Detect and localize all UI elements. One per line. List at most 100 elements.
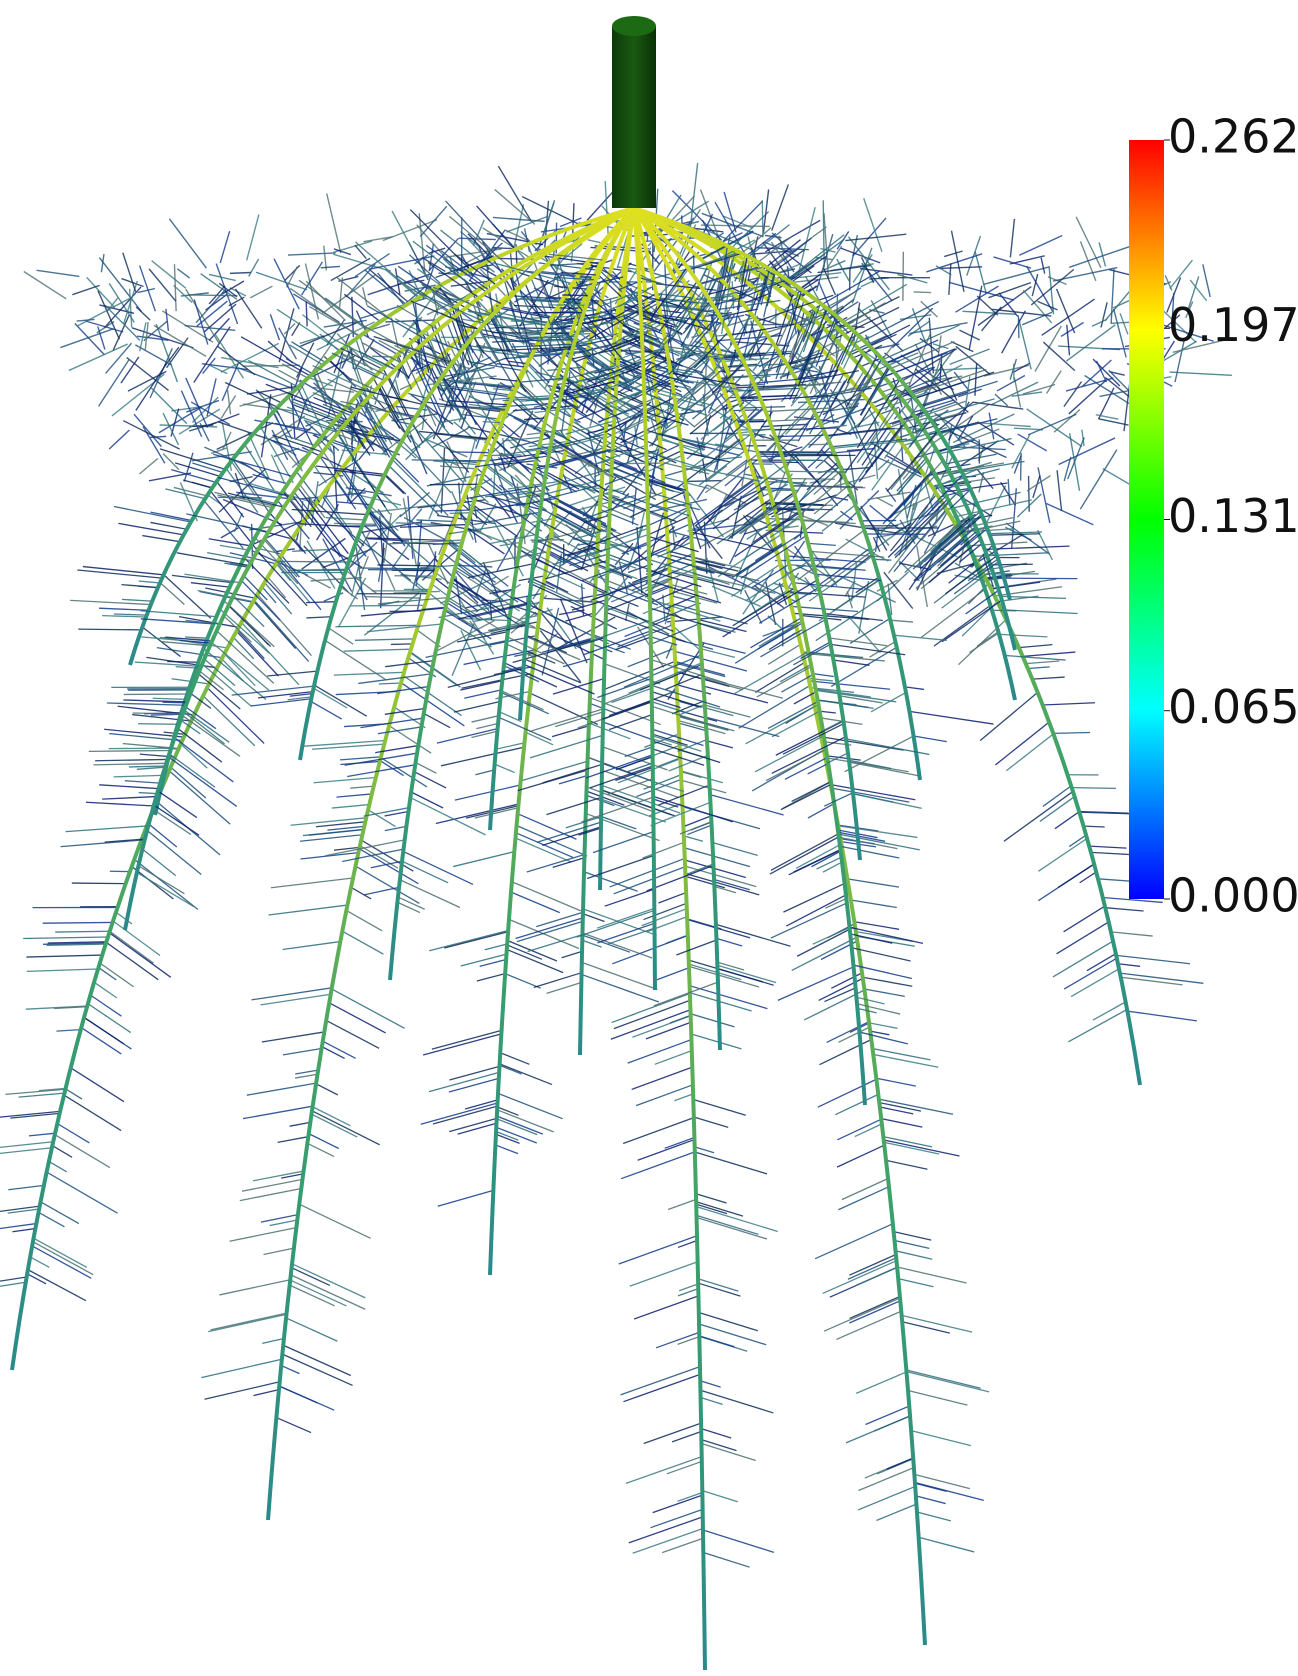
- lateral-root: [102, 797, 156, 800]
- lateral-root: [1061, 322, 1084, 336]
- lateral-root: [914, 1474, 969, 1488]
- lateral-root: [102, 616, 146, 617]
- lateral-root: [37, 270, 80, 276]
- lateral-root: [347, 765, 415, 777]
- lateral-root: [406, 433, 420, 448]
- lateral-root: [292, 549, 331, 551]
- lateral-root: [207, 639, 269, 690]
- lateral-root: [601, 817, 636, 829]
- lateral-root: [153, 809, 191, 834]
- lateral-root: [379, 683, 401, 684]
- lateral-root: [27, 969, 98, 971]
- lateral-root: [247, 215, 259, 261]
- lateral-root: [587, 855, 654, 878]
- lateral-root: [175, 738, 234, 782]
- lateral-root: [537, 822, 601, 842]
- lateral-root: [253, 1171, 303, 1181]
- lateral-root: [207, 688, 264, 744]
- lateral-root: [954, 372, 969, 391]
- lateral-root: [751, 376, 770, 378]
- lateral-root: [1040, 797, 1075, 822]
- lateral-root: [313, 1107, 351, 1126]
- lateral-root: [438, 1190, 494, 1206]
- lateral-root: [994, 257, 1031, 268]
- lateral-root: [84, 1017, 124, 1044]
- lateral-root: [582, 935, 630, 952]
- lateral-root: [19, 1093, 65, 1097]
- lateral-root: [1057, 470, 1062, 511]
- lateral-root: [1005, 655, 1066, 660]
- lateral-root: [208, 1314, 286, 1331]
- lateral-root: [905, 687, 924, 690]
- lateral-root: [334, 672, 404, 675]
- lateral-root: [623, 1374, 700, 1401]
- lateral-root: [597, 923, 654, 943]
- lateral-root: [344, 649, 411, 651]
- lateral-root: [906, 1370, 980, 1388]
- lateral-root: [429, 1072, 499, 1091]
- lateral-root: [300, 336, 324, 344]
- lateral-root: [122, 599, 152, 601]
- lateral-root: [1054, 410, 1080, 433]
- lateral-root: [995, 394, 1008, 406]
- lateral-root: [188, 295, 237, 296]
- lateral-root: [1099, 242, 1105, 266]
- lateral-root: [270, 1220, 298, 1226]
- lateral-root: [290, 1280, 346, 1306]
- lateral-root: [768, 616, 783, 630]
- lateral-root: [95, 759, 167, 760]
- lateral-root: [134, 859, 198, 909]
- lateral-root: [919, 1537, 975, 1552]
- lateral-root: [77, 319, 95, 321]
- lateral-root: [274, 259, 299, 309]
- lateral-root: [579, 828, 601, 835]
- lateral-root: [906, 1372, 989, 1392]
- lateral-root: [461, 954, 507, 966]
- lateral-root: [1035, 326, 1061, 372]
- lateral-root: [1071, 969, 1119, 997]
- lateral-root: [150, 512, 191, 520]
- lateral-root: [402, 861, 448, 883]
- lateral-root: [584, 872, 638, 892]
- lateral-root: [290, 1122, 311, 1126]
- lateral-root: [497, 1110, 553, 1132]
- lateral-root: [329, 1003, 385, 1033]
- lateral-root: [894, 1232, 932, 1241]
- lateral-root: [616, 637, 651, 649]
- lateral-root: [464, 690, 501, 698]
- lateral-root: [125, 781, 164, 784]
- lateral-root: [829, 638, 887, 646]
- lateral-root: [185, 637, 207, 638]
- lateral-root: [610, 498, 666, 519]
- lateral-root: [1014, 377, 1020, 407]
- lateral-root: [361, 608, 445, 616]
- lateral-root: [0, 1282, 26, 1287]
- lateral-root: [836, 1311, 901, 1339]
- lateral-root: [523, 528, 562, 549]
- lateral-root: [684, 836, 703, 841]
- lateral-root: [306, 617, 331, 618]
- lateral-root: [717, 505, 774, 543]
- lateral-root: [511, 892, 560, 913]
- lateral-root: [837, 1119, 881, 1140]
- lateral-root: [562, 951, 582, 957]
- lateral-root: [824, 793, 853, 806]
- lateral-root: [577, 504, 600, 510]
- lateral-root: [602, 785, 680, 813]
- lateral-root: [222, 364, 238, 401]
- lateral-root: [757, 452, 835, 453]
- lateral-root: [526, 732, 554, 744]
- lateral-root: [808, 543, 836, 545]
- lateral-root: [146, 657, 217, 667]
- lateral-root: [1072, 788, 1116, 789]
- lateral-root: [565, 613, 593, 621]
- lateral-root: [169, 754, 215, 787]
- lateral-root: [391, 420, 411, 424]
- lateral-root: [1099, 419, 1128, 425]
- lateral-root: [926, 254, 982, 272]
- lateral-root: [139, 459, 157, 474]
- lateral-root: [210, 491, 262, 556]
- lateral-root: [350, 786, 373, 788]
- lateral-root: [450, 513, 471, 514]
- lateral-root: [699, 1324, 766, 1345]
